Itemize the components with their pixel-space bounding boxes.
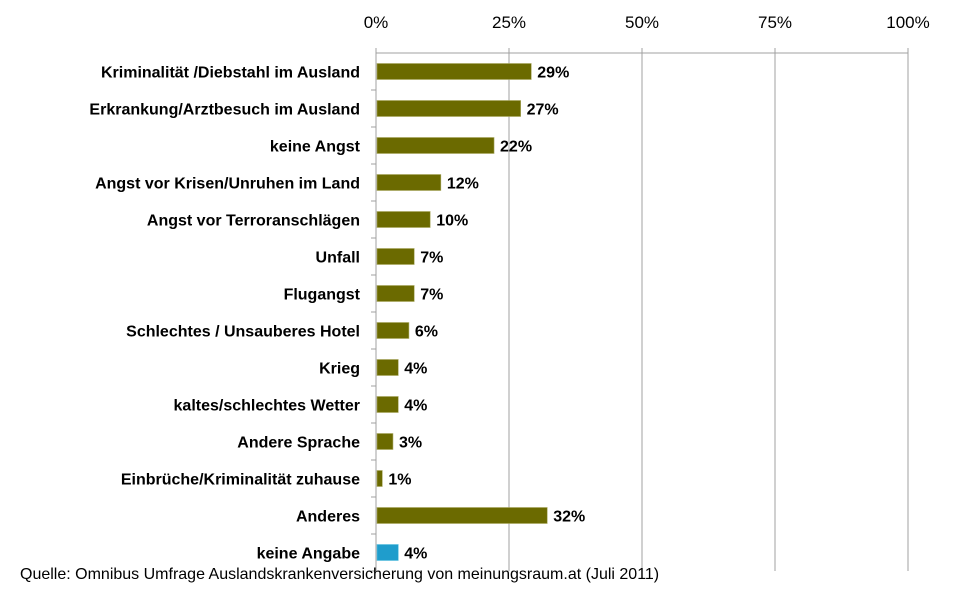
bar — [376, 359, 399, 376]
bar — [376, 211, 431, 228]
x-tick-label: 0% — [364, 13, 389, 32]
bar — [376, 137, 495, 154]
value-label: 32% — [553, 509, 585, 526]
value-label: 29% — [537, 65, 569, 82]
bar — [376, 285, 415, 302]
value-label: 4% — [404, 546, 427, 563]
category-label: Einbrüche/Kriminalität zuhause — [121, 472, 360, 489]
value-label: 4% — [404, 398, 427, 415]
category-label: Angst vor Terroranschlägen — [147, 213, 360, 230]
category-label: Anderes — [296, 509, 360, 526]
category-label: Krieg — [319, 361, 360, 378]
x-tick-label: 75% — [758, 13, 792, 32]
bar — [376, 63, 532, 80]
category-label: Flugangst — [284, 287, 361, 304]
value-label: 1% — [388, 472, 411, 489]
value-label: 12% — [447, 176, 479, 193]
bar — [376, 470, 383, 487]
category-label: Kriminalität /Diebstahl im Ausland — [101, 65, 360, 82]
source-note: Quelle: Omnibus Umfrage Auslandskrankenv… — [20, 566, 660, 583]
value-label: 7% — [420, 250, 443, 267]
bar — [376, 100, 521, 117]
category-label: keine Angst — [270, 139, 361, 156]
value-label: 22% — [500, 139, 532, 156]
category-label: keine Angabe — [257, 546, 361, 563]
value-label: 6% — [415, 324, 438, 341]
category-label: Unfall — [316, 250, 360, 267]
value-label: 7% — [420, 287, 443, 304]
bar — [376, 433, 394, 450]
value-label: 10% — [436, 213, 468, 230]
x-tick-label: 25% — [492, 13, 526, 32]
bar — [376, 544, 399, 561]
value-label: 27% — [527, 102, 559, 119]
value-label: 4% — [404, 361, 427, 378]
value-label: 3% — [399, 435, 422, 452]
x-tick-label: 100% — [886, 13, 929, 32]
category-label: Erkrankung/Arztbesuch im Ausland — [89, 102, 360, 119]
bar — [376, 396, 399, 413]
bar — [376, 322, 410, 339]
category-label: Andere Sprache — [237, 435, 360, 452]
category-label: Schlechtes / Unsauberes Hotel — [126, 324, 360, 341]
x-tick-label: 50% — [625, 13, 659, 32]
bar — [376, 248, 415, 265]
bar — [376, 507, 548, 524]
bar — [376, 174, 442, 191]
category-label: Angst vor Krisen/Unruhen im Land — [95, 176, 360, 193]
category-label: kaltes/schlechtes Wetter — [174, 398, 360, 415]
